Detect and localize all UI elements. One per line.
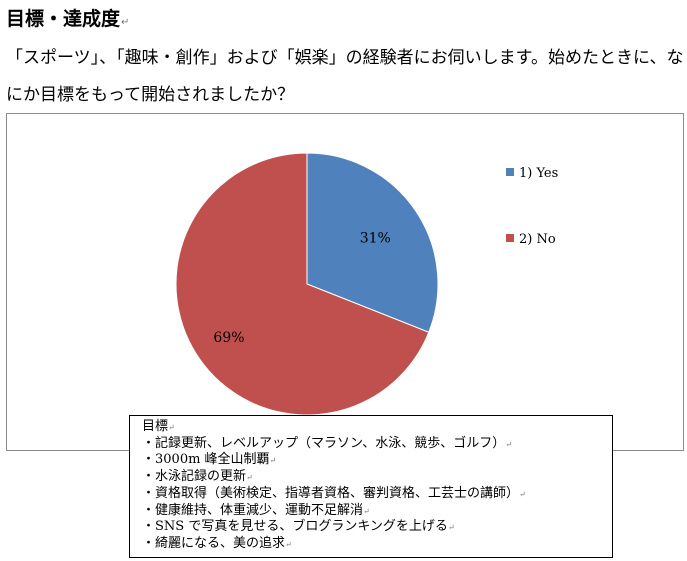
pie-slices: [175, 152, 439, 416]
notes-item-text: ・3000m 峰全山制覇: [142, 452, 270, 468]
legend-label-2: 2) No: [519, 232, 556, 247]
notes-item-text: ・水泳記録の更新: [142, 469, 247, 485]
paragraph-mark: ↵: [168, 423, 175, 432]
paragraph-mark: ↵: [505, 439, 512, 449]
pie-chart: 31% 69% 1) Yes 2) No: [175, 152, 558, 416]
paragraph-mark: ↵: [447, 523, 455, 533]
heading-text: 目標・達成度: [6, 8, 121, 30]
paragraph-mark: ↵: [269, 456, 277, 466]
notes-item: ・3000m 峰全山制覇↵: [142, 452, 612, 469]
survey-question: 「スポーツ」、「趣味・創作」および「娯楽」の経験者にお伺いします。始めたときに、…: [6, 48, 684, 105]
notes-item: ・綺麗になる、美の追求↵: [142, 536, 612, 553]
notes-title: 目標: [142, 419, 169, 434]
pie-slice-1: [306, 152, 439, 333]
pie-data-labels: 31% 69%: [213, 231, 390, 346]
notes-item: ・SNS で写真を見せる、ブログランキングを上げる↵: [142, 519, 612, 536]
notes-list: ・記録更新、レベルアップ（マラソン、水泳、競歩、ゴルフ）↵ ・3000m 峰全山制…: [142, 436, 612, 553]
goals-notes-box: 目標↵ ・記録更新、レベルアップ（マラソン、水泳、競歩、ゴルフ）↵ ・3000m …: [129, 415, 613, 558]
chart-area: 31% 69% 1) Yes 2) No: [6, 113, 684, 451]
chart-legend: 1) Yes 2) No: [506, 166, 558, 247]
data-label-2: 69%: [213, 330, 244, 346]
legend-swatch-1: [506, 168, 514, 176]
legend-swatch-2: [506, 234, 514, 242]
paragraph-mark: ↵: [246, 473, 253, 483]
notes-item-text: ・綺麗になる、美の追求: [142, 535, 286, 551]
paragraph-mark: ↵: [121, 17, 130, 28]
paragraph-mark: ↵: [363, 506, 370, 516]
data-label-1: 31%: [360, 231, 391, 247]
notes-item: ・健康維持、体重減少、運動不足解消↵: [142, 503, 612, 520]
paragraph-mark: ↵: [519, 489, 526, 499]
notes-item-text: ・SNS で写真を見せる、ブログランキングを上げる: [142, 519, 448, 535]
notes-title-line: 目標↵: [142, 419, 612, 436]
pie-slice-2: [175, 152, 430, 416]
notes-item-text: ・資格取得（美術検定、指導者資格、審判資格、工芸士の講師）: [142, 485, 520, 501]
page-heading: 目標・達成度↵: [6, 4, 129, 31]
notes-item: ・資格取得（美術検定、指導者資格、審判資格、工芸士の講師）↵: [142, 486, 612, 503]
notes-item: ・記録更新、レベルアップ（マラソン、水泳、競歩、ゴルフ）↵: [142, 436, 612, 453]
notes-item-text: ・健康維持、体重減少、運動不足解消: [142, 502, 364, 518]
paragraph-mark: ↵: [285, 539, 292, 549]
legend-label-1: 1) Yes: [519, 166, 558, 181]
notes-item-text: ・記録更新、レベルアップ（マラソン、水泳、競歩、ゴルフ）: [142, 435, 506, 451]
notes-item: ・水泳記録の更新↵: [142, 469, 612, 486]
